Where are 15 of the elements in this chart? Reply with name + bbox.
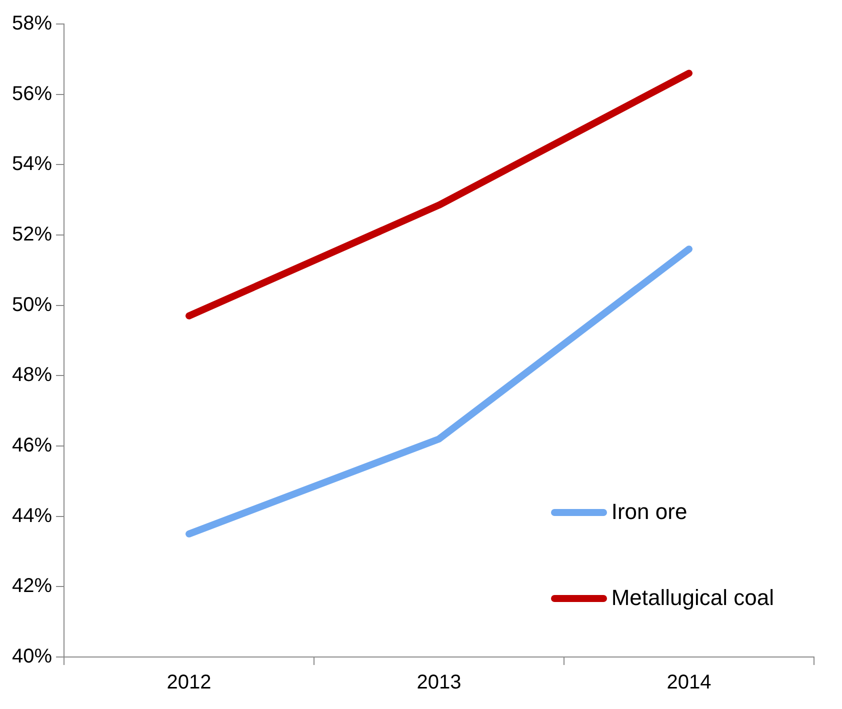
y-tick-label: 54% bbox=[12, 153, 52, 176]
y-tick-label: 56% bbox=[12, 82, 52, 105]
legend-label: Metallugical coal bbox=[611, 585, 774, 611]
x-tick-label: 2013 bbox=[416, 672, 462, 694]
legend-label: Iron ore bbox=[611, 499, 688, 525]
x-tick-label: 2012 bbox=[166, 672, 212, 694]
y-tick-label: 44% bbox=[12, 504, 52, 527]
y-tick-label: 50% bbox=[12, 294, 52, 316]
y-tick-label: 58% bbox=[12, 12, 52, 35]
y-tick-label: 48% bbox=[12, 364, 52, 386]
y-tick-label: 52% bbox=[12, 224, 52, 246]
y-tick-label: 46% bbox=[12, 434, 52, 457]
y-tick-label: 42% bbox=[12, 575, 52, 598]
x-tick-label: 2014 bbox=[666, 672, 712, 694]
y-tick-label: 40% bbox=[12, 646, 52, 668]
